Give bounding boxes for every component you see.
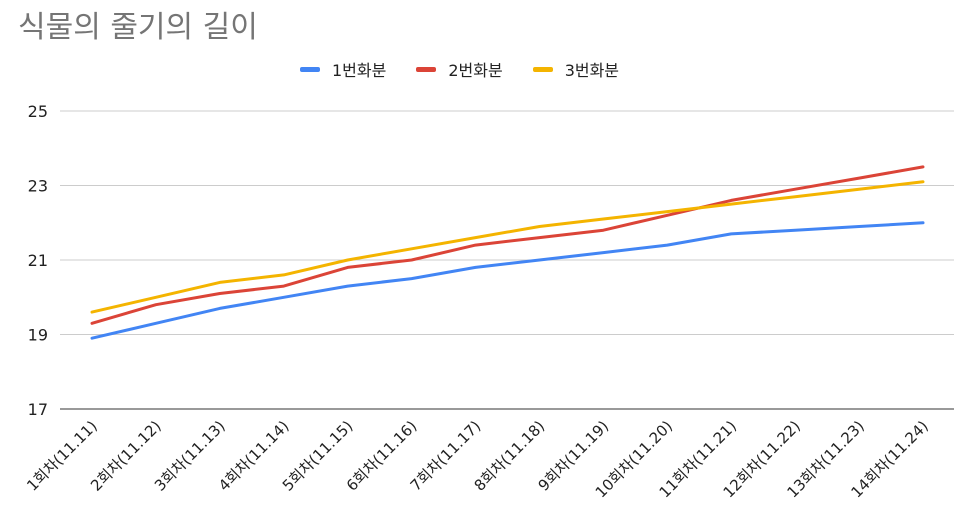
legend-label: 1번화분 xyxy=(332,61,387,80)
y-tick-label: 21 xyxy=(28,251,48,270)
y-tick-label: 17 xyxy=(28,400,48,419)
legend-item: 1번화분 xyxy=(300,57,386,81)
legend-item: 2번화분 xyxy=(416,57,503,81)
legend-swatch xyxy=(416,66,437,72)
legend-swatch xyxy=(300,66,320,72)
legend-label: 3번화분 xyxy=(564,61,620,80)
legend-swatch xyxy=(532,66,553,72)
y-tick-label: 19 xyxy=(28,326,48,345)
legend-label: 2번화분 xyxy=(448,61,503,80)
y-tick-label: 23 xyxy=(28,177,48,196)
series-lines xyxy=(90,165,925,340)
legend-item: 3번화분 xyxy=(532,57,620,81)
series-line xyxy=(90,180,925,314)
y-axis-ticks: 17 19 21 23 25 xyxy=(28,102,48,419)
x-axis-ticks: 1회차(11.11)2회차(11.12)3회차(11.13)4회차(11.14)… xyxy=(23,417,932,501)
series-line xyxy=(90,221,925,340)
chart-title: 식물의 줄기의 길이 xyxy=(18,10,258,45)
gridlines xyxy=(60,110,954,410)
series-line xyxy=(90,165,925,325)
legend: 1번화분 2번화분 3번화분 xyxy=(300,58,619,80)
y-tick-label: 25 xyxy=(28,102,48,121)
